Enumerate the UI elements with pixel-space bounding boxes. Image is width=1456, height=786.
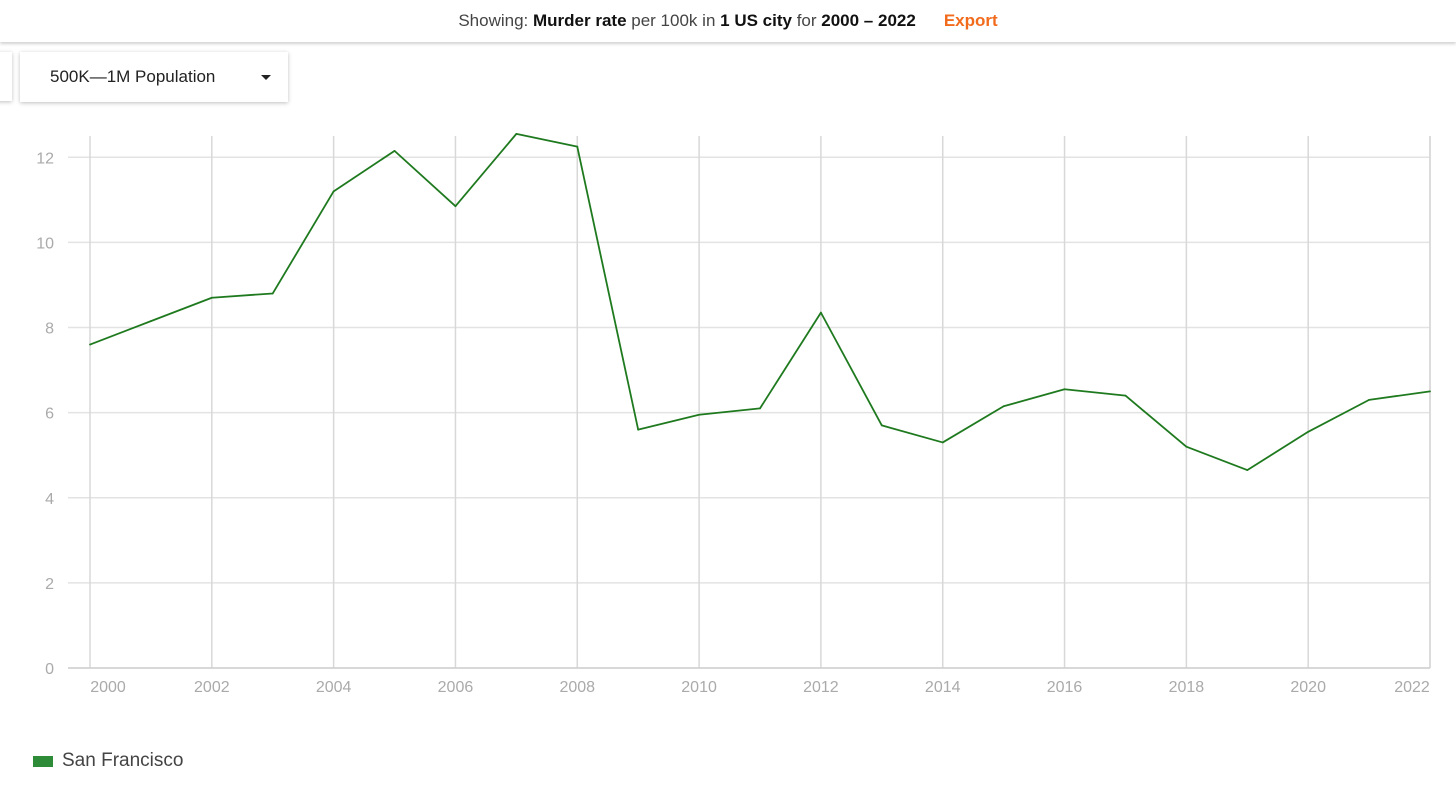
- y-tick-label: 2: [45, 576, 54, 593]
- x-tick-label: 2008: [559, 679, 595, 696]
- chart-grid: [68, 136, 1431, 669]
- y-tick-label: 4: [45, 491, 54, 508]
- data-point: [515, 132, 518, 135]
- x-tick-label: 2018: [1169, 679, 1205, 696]
- data-point: [1002, 405, 1005, 408]
- population-filter-dropdown[interactable]: 500K—1M Population: [20, 52, 288, 102]
- data-point: [1063, 388, 1066, 391]
- data-point: [89, 343, 91, 346]
- range-value[interactable]: 2000 – 2022: [821, 11, 916, 30]
- export-button[interactable]: Export: [943, 11, 998, 30]
- legend-series-name: San Francisco: [62, 750, 184, 771]
- x-tick-label: 2006: [438, 679, 474, 696]
- x-tick-label: 2022: [1394, 679, 1430, 696]
- per-label: per 100k: [631, 11, 698, 30]
- data-point: [332, 190, 335, 193]
- data-point: [576, 145, 579, 148]
- data-point: [210, 296, 213, 299]
- line-chart: 0 2 4 6 8 10 12 2000 2002 2004 2006 2008 2010 2012 201…: [36, 132, 1431, 696]
- x-tick-label: 2016: [1047, 679, 1083, 696]
- x-tick-label: 2012: [803, 679, 839, 696]
- caret-down-icon: [261, 75, 271, 80]
- metric-value[interactable]: Murder rate: [533, 11, 627, 30]
- data-point: [454, 205, 457, 208]
- chart-series: [89, 132, 1431, 471]
- x-tick-label: 2004: [316, 679, 352, 696]
- data-point: [393, 149, 396, 152]
- data-point: [820, 311, 822, 314]
- scope-value[interactable]: 1 US city: [720, 11, 792, 30]
- data-point: [637, 428, 640, 431]
- summary-bar: Showing: Murder rate per 100k in 1 US ci…: [0, 0, 1456, 42]
- showing-label: Showing:: [458, 11, 529, 30]
- y-tick-label: 10: [36, 235, 54, 252]
- data-point: [1246, 469, 1249, 471]
- data-point: [271, 292, 274, 295]
- data-point: [941, 441, 944, 444]
- data-point: [1124, 394, 1127, 397]
- chart-tick-labels: 0 2 4 6 8 10 12 2000 2002 2004 2006 2008 2010 2012 201…: [36, 150, 1430, 696]
- data-point: [1429, 390, 1431, 393]
- data-point: [1307, 430, 1310, 433]
- data-point: [150, 320, 152, 323]
- previous-filter-card[interactable]: [0, 52, 12, 101]
- x-tick-label: 2020: [1290, 679, 1326, 696]
- data-point: [1185, 445, 1188, 448]
- data-point: [698, 413, 700, 416]
- y-tick-label: 6: [45, 406, 54, 423]
- y-tick-label: 0: [45, 661, 54, 678]
- chart-axes: [68, 136, 1431, 669]
- chart-legend[interactable]: San Francisco: [33, 750, 183, 772]
- in-label: in: [702, 11, 716, 30]
- for-label: for: [796, 11, 817, 30]
- y-tick-label: 12: [36, 150, 54, 167]
- data-point: [759, 407, 761, 410]
- population-filter-value: 500K—1M Population: [50, 67, 216, 86]
- x-tick-label: 2010: [681, 679, 717, 696]
- x-tick-label: 2014: [925, 679, 961, 696]
- x-tick-label: 2000: [90, 679, 126, 696]
- y-tick-label: 8: [45, 321, 54, 338]
- legend-swatch: [33, 755, 53, 767]
- series-line-san-francisco: [89, 132, 1431, 471]
- data-point: [880, 424, 883, 427]
- data-point: [1368, 398, 1370, 401]
- x-tick-label: 2002: [194, 679, 230, 696]
